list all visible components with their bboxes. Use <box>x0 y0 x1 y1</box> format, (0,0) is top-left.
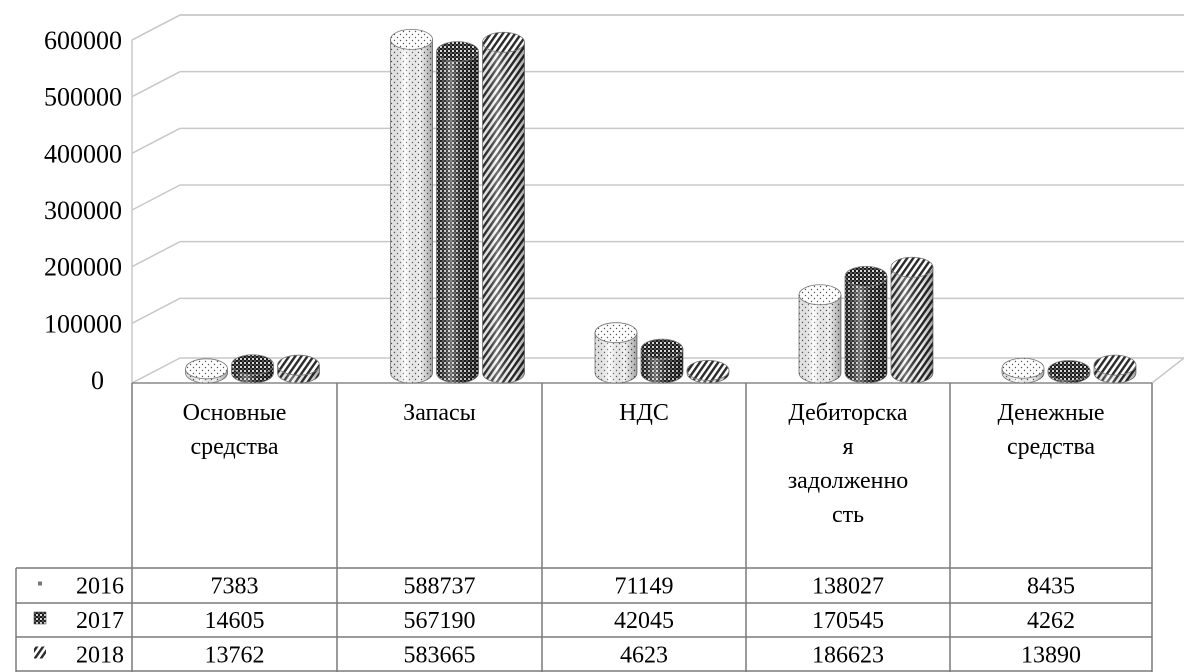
table-cell: 13762 <box>205 643 265 669</box>
gridline <box>131 14 181 41</box>
table-cell: 8435 <box>1027 574 1075 600</box>
bar-2016-3 <box>594 322 638 384</box>
bar-2016-2 <box>390 28 433 384</box>
legend-key-2017 <box>33 611 47 625</box>
y-tick-label: 100000 <box>44 309 122 338</box>
table-cell: 170545 <box>812 608 884 634</box>
bar-2017-3 <box>640 338 684 384</box>
table-cell: 186623 <box>812 643 884 669</box>
legend-key-2018 <box>34 646 46 659</box>
bar-2016-4 <box>798 284 842 384</box>
gridline <box>131 71 181 98</box>
table-cell: 14605 <box>205 608 265 634</box>
gridline <box>131 297 181 324</box>
table-cell: 42045 <box>614 608 674 634</box>
series-label: 2017 <box>76 608 124 634</box>
data-table: Основные средства Запасы НДС Дебиторска я задо… <box>15 383 1153 672</box>
bar-2017-1 <box>231 354 274 384</box>
category-label: Основные средства <box>183 400 287 460</box>
table-cell: 4262 <box>1027 608 1075 634</box>
table-cell: 138027 <box>812 574 884 600</box>
table-cell: 71149 <box>614 574 673 600</box>
bar-2018-5 <box>1093 354 1137 384</box>
bar-2017-5 <box>1047 360 1091 384</box>
bars <box>185 28 1137 384</box>
table-cell: 4623 <box>620 643 668 669</box>
category-label: Денежные средства <box>997 400 1104 460</box>
table-cell: 7383 <box>211 574 259 600</box>
plot-frame <box>131 14 1184 384</box>
table-cell: 567190 <box>404 608 476 634</box>
bar-2018-4 <box>890 256 934 384</box>
gridline <box>131 184 181 211</box>
table-cell: 583665 <box>404 643 476 669</box>
bar-2018-3 <box>686 359 730 384</box>
gridline <box>131 241 181 268</box>
y-tick-label: 400000 <box>44 139 122 168</box>
floor-left-edge <box>131 357 181 384</box>
y-tick-label: 0 <box>91 366 104 395</box>
floor-right-edge <box>1151 357 1184 384</box>
y-axis: 0 100000 200000 300000 400000 500000 600000 <box>44 26 122 395</box>
y-tick-label: 300000 <box>44 196 122 225</box>
y-tick-label: 500000 <box>44 83 122 112</box>
category-label: НДС <box>619 400 669 426</box>
bar-2016-1 <box>185 358 228 384</box>
category-label: Запасы <box>403 400 476 426</box>
table-cell: 13890 <box>1021 643 1081 669</box>
bar-2017-4 <box>844 265 888 384</box>
series-label: 2018 <box>76 643 124 669</box>
y-tick-label: 600000 <box>44 26 122 55</box>
bar-2017-2 <box>436 41 479 384</box>
gridline <box>131 127 181 154</box>
series-label: 2016 <box>76 574 124 600</box>
category-label: Дебиторска я задолженно сть <box>788 400 909 528</box>
gridlines <box>131 14 1184 324</box>
bar-2018-1 <box>277 354 320 384</box>
y-tick-label: 200000 <box>44 253 122 282</box>
bar-2016-5 <box>1001 357 1045 384</box>
legend-key-2016 <box>38 581 42 586</box>
bar-2018-2 <box>482 31 525 384</box>
table-cell: 588737 <box>404 574 476 600</box>
